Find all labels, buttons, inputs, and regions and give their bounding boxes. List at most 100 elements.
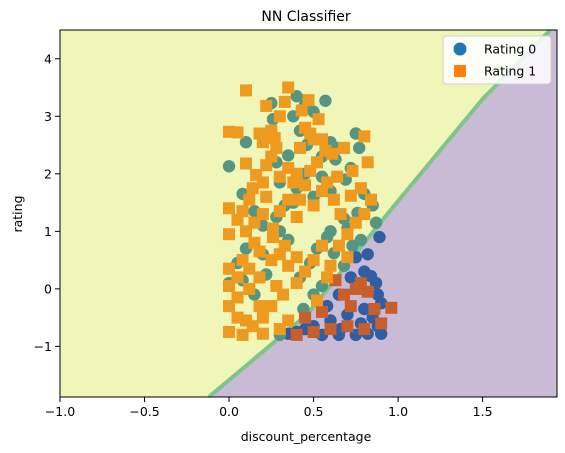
point-rating-1 — [331, 170, 344, 183]
point-rating-1 — [358, 323, 371, 336]
point-rating-1 — [273, 170, 286, 183]
point-rating-1 — [287, 176, 300, 189]
point-rating-1 — [338, 288, 350, 301]
point-rating-1 — [236, 328, 249, 341]
point-rating-1 — [326, 147, 339, 160]
point-rating-1 — [346, 164, 359, 177]
point-rating-1 — [302, 94, 315, 107]
legend-label-rating-0: Rating 0 — [484, 42, 536, 57]
point-rating-1 — [334, 208, 347, 221]
point-rating-1 — [243, 262, 256, 275]
point-rating-1 — [256, 311, 269, 324]
x-tick-label: 0.5 — [304, 404, 324, 419]
point-rating-1 — [277, 288, 290, 301]
point-rating-0 — [353, 141, 366, 155]
point-rating-1 — [365, 193, 377, 206]
decision-region-rating-0 — [208, 30, 557, 397]
point-rating-1 — [253, 245, 266, 258]
y-axis-label: rating — [10, 195, 25, 232]
y-tick-label: 3 — [44, 109, 52, 124]
point-rating-0 — [282, 149, 295, 162]
x-axis-label: discount_percentage — [241, 429, 372, 444]
point-rating-1 — [267, 231, 279, 244]
point-rating-1 — [299, 179, 312, 192]
plot-area — [60, 30, 557, 397]
point-rating-1 — [311, 294, 323, 307]
point-rating-1 — [282, 314, 295, 327]
scatter-points — [222, 81, 398, 342]
point-rating-1 — [270, 141, 283, 154]
point-rating-1 — [341, 320, 354, 333]
point-rating-1 — [321, 271, 334, 284]
point-rating-1 — [358, 130, 371, 143]
point-rating-1 — [294, 193, 306, 206]
y-tick-label: −1 — [34, 339, 52, 354]
point-rating-1 — [295, 104, 308, 117]
point-rating-1 — [243, 282, 256, 295]
point-rating-1 — [316, 239, 328, 252]
point-rating-1 — [307, 326, 320, 338]
legend: Rating 0 Rating 1 — [442, 35, 552, 85]
point-rating-1 — [260, 159, 273, 172]
point-rating-1 — [223, 280, 235, 292]
point-rating-1 — [368, 303, 381, 315]
point-rating-0 — [239, 136, 253, 149]
point-rating-0 — [344, 271, 357, 284]
y-axis: −1 0 1 2 3 4 — [34, 51, 60, 354]
point-rating-0 — [319, 94, 332, 108]
x-tick-label: −0.5 — [129, 404, 159, 419]
point-rating-1 — [358, 208, 371, 221]
point-rating-0 — [222, 160, 236, 173]
point-rating-0 — [375, 327, 388, 340]
point-rating-1 — [243, 193, 256, 206]
point-rating-1 — [324, 323, 337, 336]
point-rating-1 — [290, 211, 303, 223]
point-rating-1 — [304, 164, 317, 177]
plot-frame — [59, 29, 558, 398]
point-rating-1 — [273, 205, 286, 218]
point-rating-0 — [361, 248, 374, 261]
x-tick-label: −1.0 — [45, 404, 75, 419]
point-rating-1 — [273, 248, 286, 261]
point-rating-1 — [307, 199, 320, 212]
point-rating-1 — [361, 285, 374, 298]
x-tick-label: 0.0 — [219, 404, 239, 419]
point-rating-1 — [332, 239, 345, 252]
point-rating-1 — [260, 190, 273, 203]
point-rating-1 — [324, 259, 337, 272]
point-rating-1 — [240, 157, 252, 170]
point-rating-1 — [321, 176, 334, 189]
point-rating-0 — [369, 216, 383, 229]
y-tick-label: 2 — [44, 166, 52, 181]
x-axis: −1.0 −0.5 0.0 0.5 1.0 1.5 — [45, 397, 493, 419]
legend-label-rating-1: Rating 1 — [484, 64, 536, 79]
point-rating-1 — [327, 193, 340, 206]
point-rating-1 — [246, 182, 259, 195]
point-rating-1 — [268, 132, 281, 145]
point-rating-1 — [316, 133, 328, 146]
point-rating-1 — [223, 228, 235, 241]
point-rating-1 — [299, 265, 312, 278]
point-rating-1 — [273, 110, 286, 123]
point-rating-1 — [265, 300, 278, 313]
point-rating-1 — [307, 254, 320, 267]
point-rating-1 — [282, 193, 295, 206]
point-rating-1 — [282, 81, 295, 94]
point-rating-1 — [248, 216, 261, 229]
point-rating-1 — [316, 305, 328, 318]
point-rating-1 — [223, 326, 235, 338]
point-rating-1 — [290, 277, 303, 290]
point-rating-1 — [375, 317, 388, 330]
point-rating-1 — [290, 251, 303, 264]
legend-box — [442, 35, 552, 85]
point-rating-1 — [278, 239, 291, 252]
x-tick-label: 1.5 — [473, 404, 493, 419]
point-rating-1 — [385, 301, 398, 314]
point-rating-1 — [223, 202, 235, 215]
point-rating-1 — [278, 95, 291, 108]
chart-title: NN Classifier — [261, 9, 351, 25]
point-rating-1 — [246, 320, 259, 333]
point-rating-0 — [358, 302, 371, 316]
y-tick-label: 0 — [44, 281, 52, 296]
legend-marker-rating-0 — [453, 42, 467, 56]
